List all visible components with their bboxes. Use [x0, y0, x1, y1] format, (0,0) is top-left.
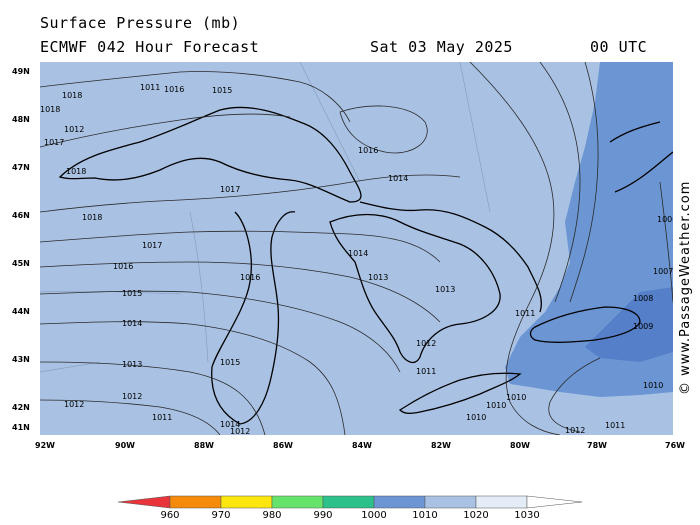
isobar-label: 1014: [388, 174, 408, 183]
isobar-label: 1010: [486, 401, 506, 410]
isobar-label: 1017: [142, 241, 162, 250]
isobar-label: 1013: [368, 273, 388, 282]
isobar-label: 1013: [122, 360, 142, 369]
legend-label: 1010: [412, 510, 438, 521]
isobar-label: 1014: [220, 420, 240, 429]
isobar-label: 1011: [416, 367, 436, 376]
isobar-label: 1011: [605, 421, 625, 430]
lon-label: 80W: [510, 441, 530, 450]
legend-label: 960: [160, 510, 180, 521]
pressure-map: 1018 1018 1012 1017 1018 1018 1017 1016 …: [40, 62, 673, 435]
isobar-label: 1012: [230, 427, 250, 435]
isobar-label: 1012: [64, 400, 84, 409]
lon-label: 84W: [352, 441, 372, 450]
legend-swatch: [475, 495, 528, 509]
isobar-label: 1016: [113, 262, 133, 271]
lowest-pressure-zone: [585, 287, 673, 362]
lat-label: 45N: [12, 259, 30, 268]
lat-label: 41N: [12, 423, 30, 432]
lon-label: 86W: [273, 441, 293, 450]
isobar-label: 1013: [435, 285, 455, 294]
isobar-label: 1014: [348, 249, 368, 258]
isobar-label: 1012: [122, 392, 142, 401]
isobar-label: 1011: [152, 413, 172, 422]
legend-label: 1000: [361, 510, 387, 521]
isobar-labels: 1018 1018 1012 1017 1018 1018 1017 1016 …: [40, 83, 673, 435]
isobar-label: 1008: [633, 294, 653, 303]
lat-label: 46N: [12, 211, 30, 220]
isobar-label: 1009: [633, 322, 653, 331]
forecast-time: 00 UTC: [590, 38, 648, 56]
credit-text: © www.PassageWeather.com: [678, 180, 693, 395]
isobar-label: 1010: [643, 381, 663, 390]
lon-label: 78W: [587, 441, 607, 450]
lake-erie-coast: [398, 372, 522, 414]
lon-label: 82W: [431, 441, 451, 450]
isobar-label: 1018: [82, 213, 102, 222]
legend-label: 970: [211, 510, 231, 521]
lon-label: 76W: [665, 441, 685, 450]
isobar-label: 1010: [506, 393, 526, 402]
isobar-label: 1014: [122, 319, 142, 328]
isobar-label: 1006: [657, 215, 673, 224]
isobar-label: 1015: [122, 289, 142, 298]
lat-label: 43N: [12, 355, 30, 364]
lat-label: 49N: [12, 67, 30, 76]
isobar-label: 1015: [212, 86, 232, 95]
forecast-model: ECMWF 042 Hour Forecast: [40, 38, 260, 56]
legend-swatch: [424, 495, 477, 509]
isobars: [40, 62, 673, 435]
legend-swatch: [169, 495, 222, 509]
isobar-label: 1011: [140, 83, 160, 92]
isobar-label: 1012: [416, 339, 436, 348]
forecast-date: Sat 03 May 2025: [370, 38, 513, 56]
isobar-label: 1016: [164, 85, 184, 94]
isobar-label: 1018: [40, 105, 60, 114]
legend-label: 980: [262, 510, 282, 521]
legend-swatch: [373, 495, 426, 509]
isobar-label: 1012: [64, 125, 84, 134]
east-coast: [609, 121, 673, 193]
isobar-label: 1017: [220, 185, 240, 194]
legend-swatch: [220, 495, 273, 509]
isobar-label: 1007: [653, 267, 673, 276]
isobar-label: 1010: [466, 413, 486, 422]
lat-label: 42N: [12, 403, 30, 412]
map-title: Surface Pressure (mb): [40, 14, 241, 32]
lake-huron-coast: [329, 213, 501, 364]
legend-swatch: [271, 495, 324, 509]
isobar-label: 1012: [565, 426, 585, 435]
isobar-label: 1017: [44, 138, 64, 147]
pressure-legend: [118, 495, 582, 509]
isobar-label: 1018: [62, 91, 82, 100]
coastlines: [58, 106, 673, 425]
legend-label: 1020: [463, 510, 489, 521]
isobar-label: 1016: [240, 273, 260, 282]
lat-label: 47N: [12, 163, 30, 172]
lake-superior-coast: [58, 106, 362, 203]
isobar-label: 1015: [220, 358, 240, 367]
lon-label: 90W: [115, 441, 135, 450]
legend-label: 1030: [514, 510, 540, 521]
lon-label: 92W: [35, 441, 55, 450]
legend-arrow-left: [118, 495, 171, 509]
lake-ontario-coast: [529, 306, 641, 343]
isobar-label: 1016: [358, 146, 378, 155]
legend-arrow-right: [526, 495, 582, 509]
georgian-bay-coast: [359, 201, 542, 313]
lat-label: 48N: [12, 115, 30, 124]
lake-michigan-coast: [211, 211, 296, 425]
legend-label: 990: [313, 510, 333, 521]
lon-label: 88W: [194, 441, 214, 450]
isobar-label: 1011: [515, 309, 535, 318]
isobar-label: 1018: [66, 167, 86, 176]
lat-label: 44N: [12, 307, 30, 316]
legend-swatch: [322, 495, 375, 509]
